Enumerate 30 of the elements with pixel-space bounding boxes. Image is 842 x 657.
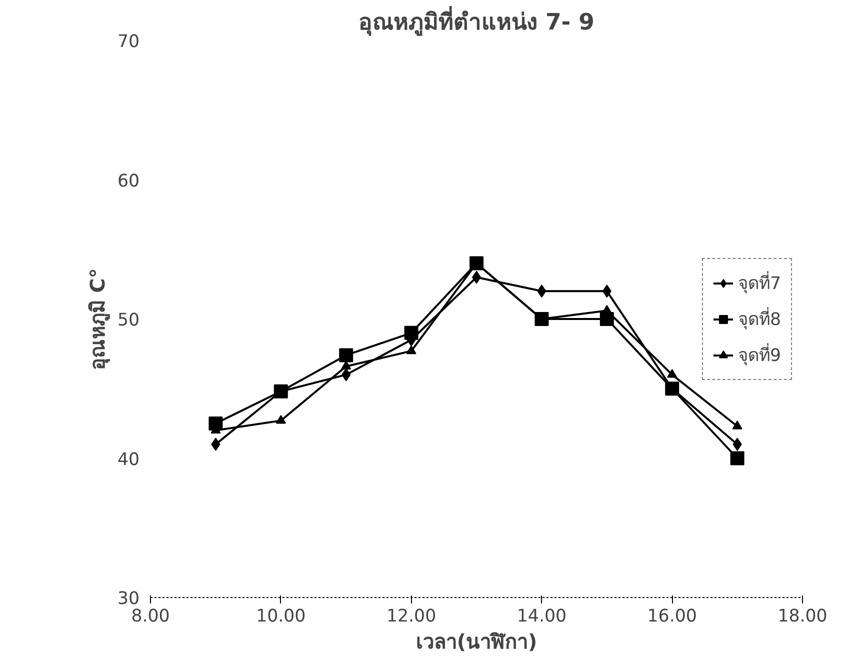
- x-tick-label: 18.00: [778, 606, 828, 626]
- point: [537, 284, 546, 298]
- point: [667, 369, 678, 378]
- point: [276, 414, 286, 424]
- y-tick-label: 60: [117, 171, 140, 192]
- y-tick-label: 70: [117, 32, 140, 52]
- y-tick-label: 30: [117, 589, 140, 609]
- x-axis-title: เวลา(นาฬิกา): [416, 630, 538, 654]
- x-tick-label: 14.00: [516, 606, 567, 626]
- point: [211, 438, 220, 451]
- point: [342, 368, 351, 382]
- point: [602, 284, 612, 298]
- y-axis-title: อุณหภูมิ C°: [85, 268, 112, 370]
- chart-title: อุณหภูมิที่ตำแหน่ง 7- 9: [358, 6, 594, 36]
- point: [732, 438, 742, 451]
- point: [732, 420, 742, 430]
- y-tick-label: 50: [117, 310, 140, 330]
- x-tick-label: 10.00: [256, 606, 306, 626]
- point: [339, 348, 354, 362]
- legend-label: จุดที่8: [738, 306, 781, 332]
- point: [341, 360, 352, 370]
- point: [600, 312, 614, 326]
- x-tick-label: 16.00: [647, 606, 697, 626]
- point: [730, 451, 744, 466]
- point: [406, 345, 416, 354]
- x-tick-label: 12.00: [386, 606, 436, 626]
- y-tick-label: 40: [117, 450, 140, 470]
- x-tick-label: 8.00: [131, 606, 170, 626]
- legend-label: จุดที่9: [738, 342, 781, 368]
- legend-label: จุดที่7: [738, 270, 781, 296]
